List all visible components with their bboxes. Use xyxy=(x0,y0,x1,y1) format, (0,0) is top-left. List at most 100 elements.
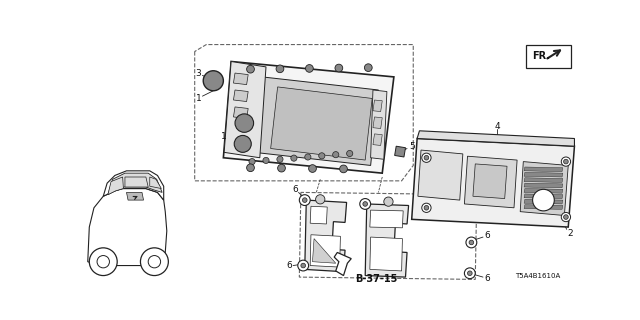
Polygon shape xyxy=(524,199,563,204)
Polygon shape xyxy=(312,239,336,263)
Polygon shape xyxy=(373,134,382,145)
Text: FR.: FR. xyxy=(532,51,550,61)
Circle shape xyxy=(465,268,476,279)
Circle shape xyxy=(564,215,568,219)
Polygon shape xyxy=(524,188,563,193)
Circle shape xyxy=(234,135,252,152)
Circle shape xyxy=(561,157,571,166)
Polygon shape xyxy=(234,90,248,101)
Circle shape xyxy=(278,164,285,172)
Text: T5A4B1610A: T5A4B1610A xyxy=(515,273,561,279)
Polygon shape xyxy=(371,90,387,159)
Polygon shape xyxy=(234,73,248,84)
Bar xyxy=(525,44,571,68)
Circle shape xyxy=(277,156,283,162)
Circle shape xyxy=(424,156,429,160)
Circle shape xyxy=(90,248,117,276)
Polygon shape xyxy=(524,194,563,198)
Text: 6: 6 xyxy=(292,185,298,194)
Polygon shape xyxy=(473,164,507,198)
Text: 6: 6 xyxy=(286,261,292,270)
Polygon shape xyxy=(412,139,575,227)
Circle shape xyxy=(246,164,254,172)
Circle shape xyxy=(276,65,284,73)
Text: 1: 1 xyxy=(196,94,202,103)
Polygon shape xyxy=(365,204,408,277)
Circle shape xyxy=(263,157,269,164)
Bar xyxy=(448,171,454,175)
Circle shape xyxy=(305,65,313,72)
Circle shape xyxy=(467,271,472,276)
Circle shape xyxy=(303,198,307,203)
Polygon shape xyxy=(524,167,563,172)
Circle shape xyxy=(316,195,325,204)
Circle shape xyxy=(561,212,571,222)
Circle shape xyxy=(319,153,325,159)
Polygon shape xyxy=(370,237,403,271)
Text: 6: 6 xyxy=(484,231,490,240)
Polygon shape xyxy=(108,173,162,195)
Circle shape xyxy=(308,165,316,172)
Polygon shape xyxy=(524,172,563,177)
Text: 5: 5 xyxy=(409,142,415,151)
Polygon shape xyxy=(524,178,563,182)
Polygon shape xyxy=(334,252,351,276)
Circle shape xyxy=(360,198,371,209)
Circle shape xyxy=(564,159,568,164)
Circle shape xyxy=(97,256,109,268)
Polygon shape xyxy=(373,117,382,129)
Circle shape xyxy=(246,65,254,73)
Polygon shape xyxy=(125,177,148,187)
Polygon shape xyxy=(223,61,394,173)
Circle shape xyxy=(291,155,297,161)
Polygon shape xyxy=(373,100,382,112)
Polygon shape xyxy=(465,156,517,208)
Text: 4: 4 xyxy=(494,122,500,131)
Polygon shape xyxy=(310,206,327,224)
Circle shape xyxy=(249,158,255,165)
Circle shape xyxy=(301,263,305,268)
Circle shape xyxy=(335,64,343,72)
Circle shape xyxy=(235,114,253,132)
Circle shape xyxy=(422,153,431,162)
Polygon shape xyxy=(524,183,563,188)
Polygon shape xyxy=(103,171,164,200)
Polygon shape xyxy=(395,146,406,157)
Circle shape xyxy=(204,71,223,91)
Polygon shape xyxy=(310,235,340,267)
Polygon shape xyxy=(108,177,124,195)
Circle shape xyxy=(340,165,348,173)
Circle shape xyxy=(422,203,431,212)
Text: B-37-15: B-37-15 xyxy=(355,274,397,284)
Polygon shape xyxy=(418,150,463,200)
Circle shape xyxy=(298,260,308,271)
Polygon shape xyxy=(520,162,568,215)
Polygon shape xyxy=(224,61,266,158)
Circle shape xyxy=(424,205,429,210)
Bar xyxy=(438,169,444,174)
Circle shape xyxy=(347,150,353,156)
Circle shape xyxy=(364,64,372,71)
Polygon shape xyxy=(271,87,372,160)
Polygon shape xyxy=(254,77,378,165)
Text: 1: 1 xyxy=(221,132,227,141)
Circle shape xyxy=(300,195,310,205)
Text: 3: 3 xyxy=(195,69,201,78)
Circle shape xyxy=(333,152,339,158)
Polygon shape xyxy=(417,131,575,146)
Polygon shape xyxy=(305,200,347,272)
Polygon shape xyxy=(524,205,563,209)
Polygon shape xyxy=(234,107,248,118)
Bar xyxy=(438,158,444,162)
Polygon shape xyxy=(150,177,161,188)
Polygon shape xyxy=(88,188,167,266)
Polygon shape xyxy=(127,192,143,200)
Polygon shape xyxy=(370,210,403,228)
Text: 6: 6 xyxy=(484,274,490,283)
Circle shape xyxy=(305,154,311,160)
Circle shape xyxy=(384,197,393,206)
Circle shape xyxy=(532,189,554,211)
Circle shape xyxy=(469,240,474,245)
Circle shape xyxy=(363,202,367,206)
Circle shape xyxy=(148,256,161,268)
